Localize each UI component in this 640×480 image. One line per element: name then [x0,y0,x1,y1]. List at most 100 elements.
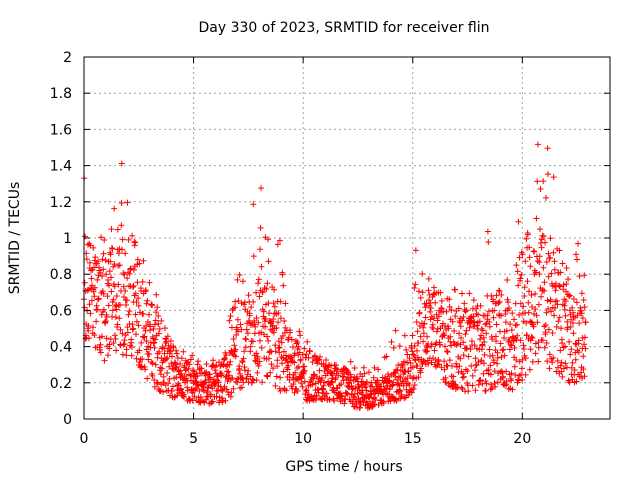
data-point [417,294,424,301]
data-point [91,331,98,338]
data-point [437,341,444,348]
data-point [513,262,520,269]
data-point [259,288,266,295]
data-point [462,308,469,315]
data-point [348,374,355,381]
data-point [102,257,109,264]
data-point [455,305,462,312]
data-point [349,386,356,393]
data-point [352,396,359,403]
data-point [113,347,120,354]
data-point [149,360,156,367]
data-point [532,290,539,297]
data-point [237,370,244,377]
data-point [257,246,264,253]
data-point [285,362,292,369]
data-point [523,332,530,339]
data-point [419,289,426,296]
data-point [259,379,266,386]
data-point [227,376,234,383]
data-point [512,300,519,307]
data-point [516,254,523,261]
data-point [160,373,167,380]
data-point [581,272,588,279]
data-point [356,404,363,411]
data-point [517,275,524,282]
data-point [103,335,110,342]
data-point [425,275,432,282]
data-point [519,356,526,363]
data-point [469,372,476,379]
data-point [406,355,413,362]
data-point [104,293,111,300]
data-point [558,359,565,366]
data-point [117,326,124,333]
data-point [438,305,445,312]
data-point [563,265,570,272]
data-point [546,365,553,372]
data-point [286,376,293,383]
data-point [431,347,438,354]
x-tick-label: 20 [513,431,531,447]
data-point [246,312,253,319]
data-point [525,299,532,306]
data-point [485,239,492,246]
data-point [567,351,574,358]
y-tick-label: 1 [63,231,72,247]
data-point [547,235,554,242]
data-point [569,304,576,311]
data-point [529,335,536,342]
data-point [360,364,367,371]
data-point [229,374,236,381]
data-point [406,382,413,389]
data-point [119,246,126,253]
data-point [522,355,529,362]
data-point [110,339,117,346]
data-point [490,359,497,366]
data-point [131,238,138,245]
data-point [441,366,448,373]
data-point [383,353,390,360]
data-point [528,291,535,298]
data-point [265,355,272,362]
data-point [236,272,243,279]
data-point [290,344,297,351]
data-point [489,352,496,359]
data-point [185,365,192,372]
data-point [255,362,262,369]
data-point [278,339,285,346]
data-point [397,387,404,394]
data-point [105,277,112,284]
data-point [418,365,425,372]
data-point [274,357,281,364]
data-point [258,185,265,192]
data-point [424,333,431,340]
data-point [473,305,480,312]
data-point [261,331,267,338]
data-point [561,306,568,313]
data-point [534,258,541,265]
data-point [297,356,304,363]
data-point [111,205,118,212]
data-point [581,304,588,311]
data-point [422,304,429,311]
data-point [528,333,535,340]
data-point [321,379,328,386]
data-point [424,344,431,351]
data-point [128,339,135,346]
data-point [119,236,126,243]
data-point [263,372,270,379]
data-point [129,232,136,239]
data-point [448,363,455,370]
data-point [483,380,490,387]
data-point [256,337,263,344]
data-point [279,360,286,367]
data-point [88,275,95,282]
data-point [275,319,282,326]
data-point [417,333,424,340]
data-point [253,377,260,384]
data-point [302,387,309,394]
data-point [367,391,374,398]
data-point [95,258,102,265]
data-point [441,358,448,365]
